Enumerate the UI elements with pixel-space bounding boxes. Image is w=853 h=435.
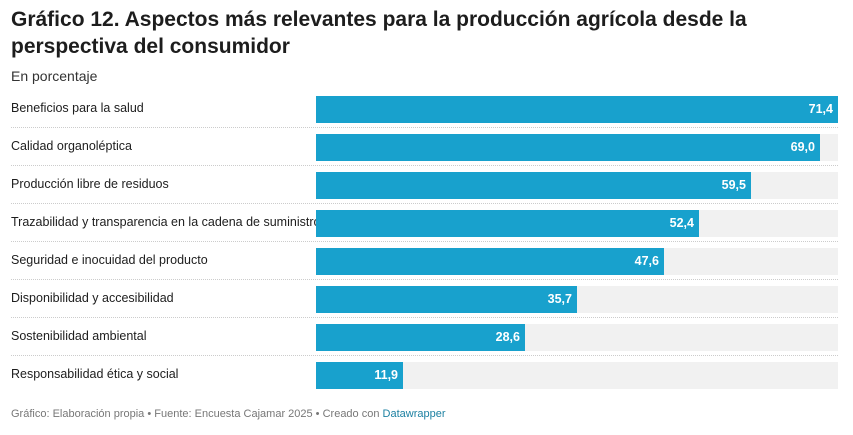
bar: 47,6 xyxy=(316,248,664,275)
bar-row: Trazabilidad y transparencia en la caden… xyxy=(0,204,853,242)
bar: 69,0 xyxy=(316,134,820,161)
category-label: Sostenibilidad ambiental xyxy=(11,329,147,343)
row-divider xyxy=(11,203,838,204)
bar-value-label: 11,9 xyxy=(374,368,398,382)
bar: 71,4 xyxy=(316,96,838,123)
bar: 28,6 xyxy=(316,324,525,351)
category-label: Seguridad e inocuidad del producto xyxy=(11,253,208,267)
bar-row: Disponibilidad y accesibilidad 35,7 xyxy=(0,280,853,318)
bar-row: Calidad organoléptica 69,0 xyxy=(0,128,853,166)
bar-value-label: 28,6 xyxy=(495,330,520,344)
bar-row: Sostenibilidad ambiental 28,6 xyxy=(0,318,853,356)
bar-track xyxy=(316,362,838,389)
category-label: Responsabilidad ética y social xyxy=(11,367,179,381)
bar: 11,9 xyxy=(316,362,403,389)
category-label: Disponibilidad y accesibilidad xyxy=(11,291,174,305)
datawrapper-link[interactable]: Datawrapper xyxy=(382,408,446,420)
row-divider xyxy=(11,317,838,318)
chart-subtitle: En porcentaje xyxy=(11,68,98,84)
category-label: Calidad organoléptica xyxy=(11,139,132,153)
category-label: Beneficios para la salud xyxy=(11,101,144,115)
row-divider xyxy=(11,165,838,166)
bar-value-label: 71,4 xyxy=(808,102,833,116)
bar: 35,7 xyxy=(316,286,577,313)
row-divider xyxy=(11,279,838,280)
bar-row: Producción libre de residuos 59,5 xyxy=(0,166,853,204)
bar-row: Seguridad e inocuidad del producto 47,6 xyxy=(0,242,853,280)
bar-row: Responsabilidad ética y social 11,9 xyxy=(0,356,853,394)
bar-value-label: 69,0 xyxy=(790,140,815,154)
bar-value-label: 35,7 xyxy=(547,292,572,306)
row-divider xyxy=(11,127,838,128)
bar-value-label: 52,4 xyxy=(669,216,694,230)
bar-value-label: 59,5 xyxy=(721,178,746,192)
bar: 52,4 xyxy=(316,210,699,237)
category-label: Producción libre de residuos xyxy=(11,177,169,191)
row-divider xyxy=(11,241,838,242)
bar: 59,5 xyxy=(316,172,751,199)
chart-title: Gráfico 12. Aspectos más relevantes para… xyxy=(11,8,747,58)
bar-value-label: 47,6 xyxy=(634,254,659,268)
bar-row: Beneficios para la salud 71,4 xyxy=(0,90,853,128)
category-label: Trazabilidad y transparencia en la caden… xyxy=(11,215,321,229)
chart-footer: Gráfico: Elaboración propia • Fuente: En… xyxy=(11,408,446,420)
row-divider xyxy=(11,355,838,356)
footer-credit: Gráfico: Elaboración propia • Fuente: En… xyxy=(11,408,380,420)
